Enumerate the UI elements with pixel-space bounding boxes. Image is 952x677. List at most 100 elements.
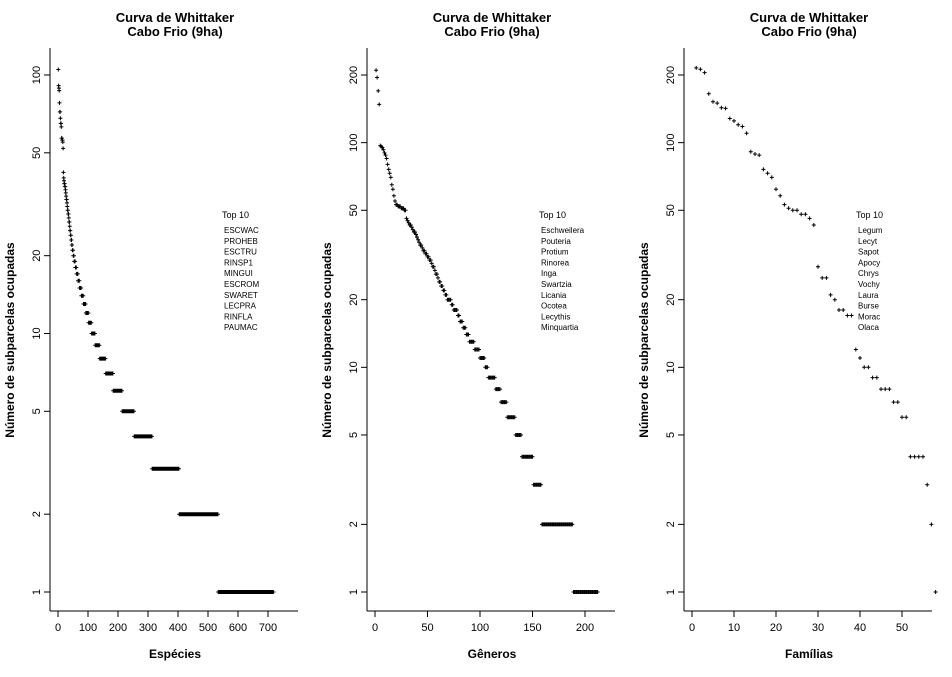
- data-points-run: [65, 208, 70, 213]
- data-points-run: [711, 99, 715, 104]
- data-points-run: [832, 297, 837, 302]
- data-points-run: [386, 167, 391, 172]
- data-points-run: [531, 482, 543, 487]
- data-points-run: [61, 170, 66, 175]
- data-points-run: [391, 193, 396, 198]
- y-tick-label: 20: [665, 294, 677, 306]
- x-tick-label: 0: [372, 622, 378, 634]
- y-tick-label: 2: [665, 521, 677, 527]
- data-points-run: [445, 297, 453, 302]
- data-points-run: [407, 223, 413, 227]
- x-tick-label: 600: [229, 622, 247, 634]
- data-points-run: [891, 400, 900, 405]
- legend-item: Legum: [858, 226, 883, 235]
- legend-title: Top 10: [539, 210, 566, 220]
- data-points-run: [441, 288, 447, 293]
- legend-item: PROHEB: [224, 237, 258, 246]
- data-points-run: [782, 202, 787, 207]
- legend-item: Morac: [858, 312, 880, 321]
- data-points-run: [816, 264, 820, 269]
- data-points-run: [862, 365, 871, 370]
- legend-item: Sapot: [858, 248, 880, 257]
- data-points-run: [429, 261, 434, 266]
- y-axis-label: Número de subparcelas ocupadas: [3, 242, 17, 438]
- data-points-run: [64, 197, 69, 202]
- data-points-run: [908, 454, 925, 459]
- data-points-run: [786, 206, 791, 211]
- data-points-run: [67, 220, 72, 224]
- legend-item: Swartzia: [541, 280, 572, 289]
- data-points-run: [59, 136, 64, 141]
- x-tick-label: 100: [79, 622, 97, 634]
- x-tick-label: 300: [139, 622, 157, 634]
- data-points-run: [150, 466, 181, 471]
- data-points-run: [97, 356, 108, 361]
- legend-item: Licania: [541, 291, 567, 300]
- data-points-run: [464, 332, 471, 337]
- data-points-run: [404, 216, 409, 221]
- chart-title-line1: Curva de Whittaker: [433, 10, 551, 25]
- legend-item: Protium: [541, 248, 569, 257]
- data-points-run: [757, 153, 762, 158]
- y-tick-label: 10: [31, 327, 43, 339]
- legend-item: Burse: [858, 302, 879, 311]
- data-points-run: [71, 253, 76, 258]
- data-points-run: [430, 264, 436, 269]
- data-points-run: [387, 171, 392, 176]
- legend-item: Lecyt: [858, 237, 878, 246]
- legend-item: Olaca: [858, 323, 879, 332]
- legend-item: MINGUI: [224, 269, 253, 278]
- data-points-run: [57, 100, 62, 105]
- data-points-run: [853, 347, 858, 352]
- panel-especies: Curva de Whittaker Cabo Frio (9ha) Espéc…: [0, 0, 317, 677]
- data-points-run: [456, 313, 461, 318]
- chart-title-line2: Cabo Frio (9ha): [127, 24, 222, 39]
- data-points-run: [436, 275, 440, 280]
- y-tick-label: 100: [31, 66, 43, 84]
- data-points-run: [68, 228, 73, 233]
- data-points-run: [744, 131, 749, 136]
- data-points-run: [393, 199, 397, 203]
- x-tick-label: 500: [199, 622, 217, 634]
- data-points-run: [59, 124, 64, 129]
- x-axis-label: Famílias: [785, 647, 833, 661]
- x-tick-label: 0: [689, 622, 695, 634]
- plot-generos: Curva de Whittaker Cabo Frio (9ha) Gêner…: [320, 10, 615, 661]
- data-points-run: [414, 232, 418, 237]
- data-points-run: [505, 415, 517, 420]
- legend-item: Minquartia: [541, 323, 579, 332]
- data-points-run: [427, 258, 433, 263]
- legend-item: ESCWAC: [224, 226, 259, 235]
- data-points-run: [423, 251, 429, 256]
- legend-item: RINFLA: [224, 312, 253, 321]
- x-axis-label: Espécies: [149, 647, 201, 661]
- data-points-run: [388, 175, 393, 180]
- data-points-run: [384, 156, 389, 161]
- data-points-run: [540, 522, 575, 527]
- legend-item: PAUMAC: [224, 323, 258, 332]
- data-points-run: [451, 308, 459, 312]
- panel-familias: Curva de Whittaker Cabo Frio (9ha) Famíl…: [634, 0, 951, 677]
- data-points-run: [753, 152, 757, 156]
- legend-item: LECPRA: [224, 302, 257, 311]
- x-tick-label: 200: [576, 622, 594, 634]
- data-points-run: [66, 215, 71, 220]
- x-axis-label: Gêneros: [468, 647, 517, 661]
- data-points-run: [390, 187, 395, 192]
- data-points-run: [89, 331, 97, 336]
- data-points-run: [811, 223, 816, 227]
- data-points-run: [93, 343, 102, 348]
- data-points-run: [83, 311, 91, 315]
- data-points-run: [929, 522, 934, 527]
- x-tick-label: 100: [471, 622, 489, 634]
- data-points-run: [76, 278, 82, 283]
- data-points-run: [64, 194, 69, 199]
- y-tick-label: 5: [348, 432, 360, 438]
- data-points-run: [449, 302, 455, 307]
- legend-title: Top 10: [222, 210, 249, 220]
- data-points-run: [467, 339, 476, 344]
- y-tick-label: 200: [348, 66, 360, 84]
- data-points-run: [769, 175, 774, 180]
- data-points-run: [383, 153, 388, 158]
